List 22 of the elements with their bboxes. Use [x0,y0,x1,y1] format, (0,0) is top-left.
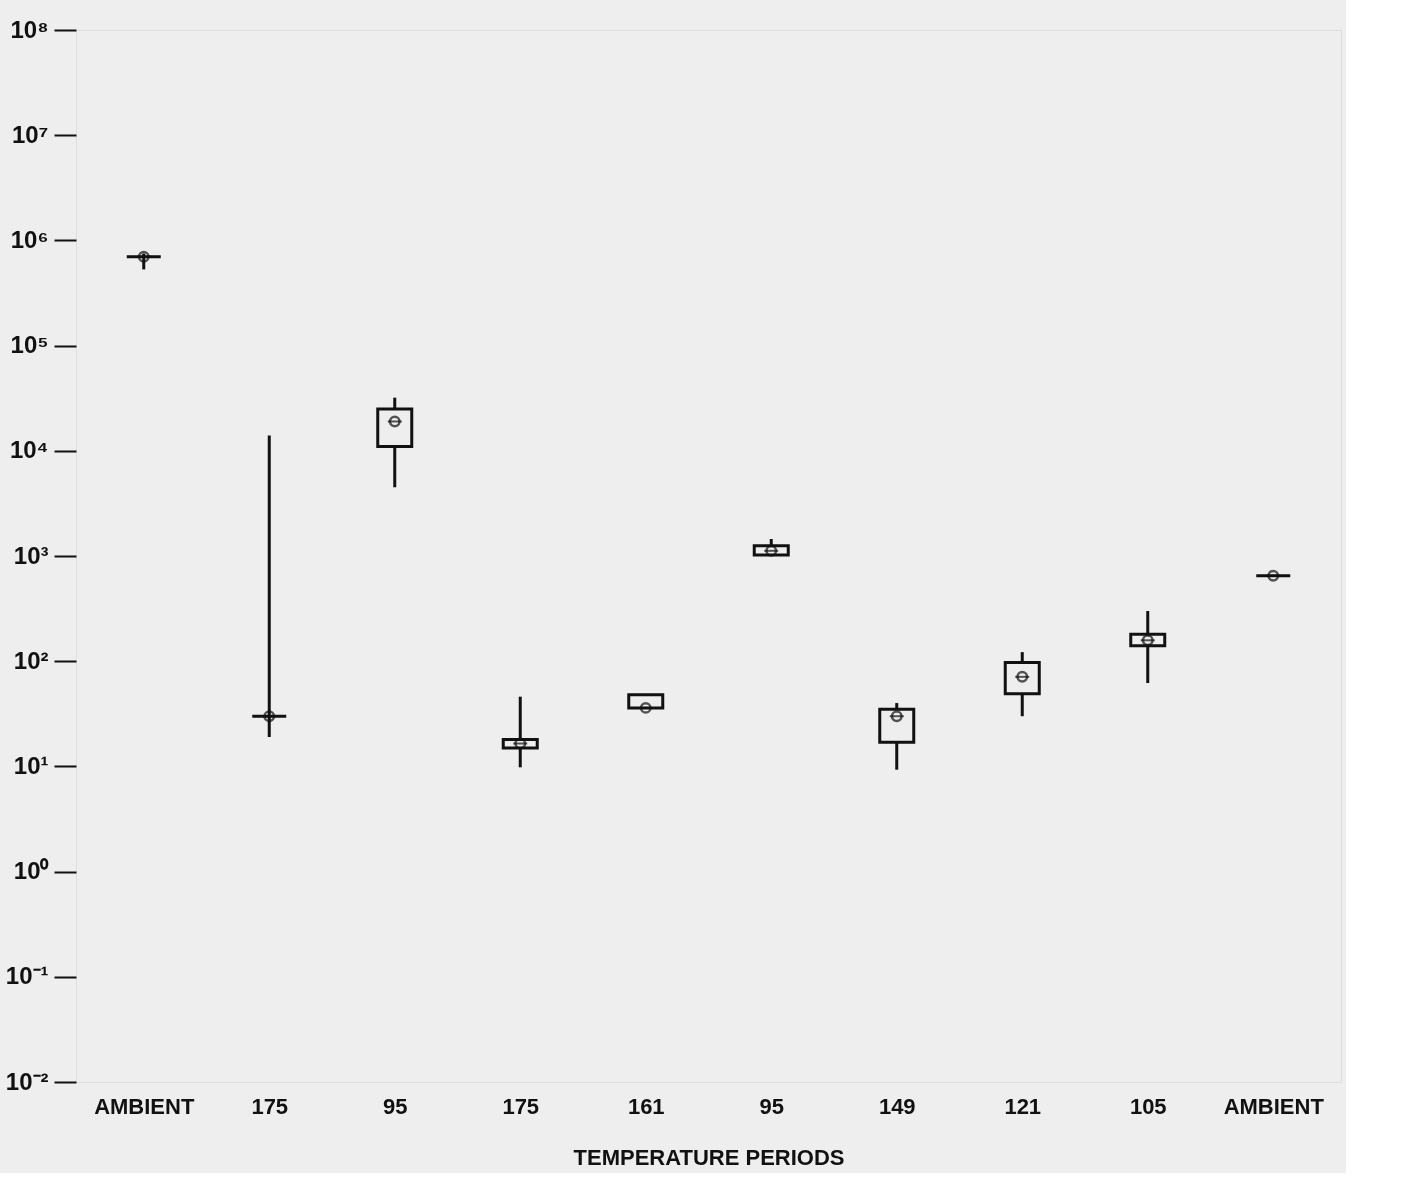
y-tick-label: 10² [13,646,49,674]
x-tick-label: 105 [1129,1093,1167,1119]
y-tick-label: 10⁴ [9,436,49,464]
x-tick-label: 175 [251,1093,289,1119]
y-tick-label: 10⁸ [10,15,49,43]
x-tick-label: 95 [383,1093,408,1119]
y-tick-label: 10¹ [13,751,49,779]
x-axis-title: TEMPERATURE PERIODS [573,1144,845,1170]
x-tick-label: 161 [627,1093,665,1119]
y-tick-label: 10⁻¹ [5,962,49,990]
y-tick-label: 10⁰ [13,857,50,885]
x-tick-label: 175 [502,1093,540,1119]
y-tick-label: 10⁶ [10,225,49,253]
y-tick-label: 10⁵ [10,331,49,359]
y-tick-label: 10⁷ [11,120,49,148]
x-tick-label: 121 [1004,1093,1042,1119]
x-tick-label: 95 [759,1093,784,1119]
y-tick-label: 10³ [13,541,49,569]
x-tick-label: 149 [878,1093,916,1119]
y-tick-label: 10⁻² [5,1067,49,1095]
x-tick-label: AMBIENT [94,1093,195,1119]
x-tick-label: AMBIENT [1223,1093,1325,1119]
